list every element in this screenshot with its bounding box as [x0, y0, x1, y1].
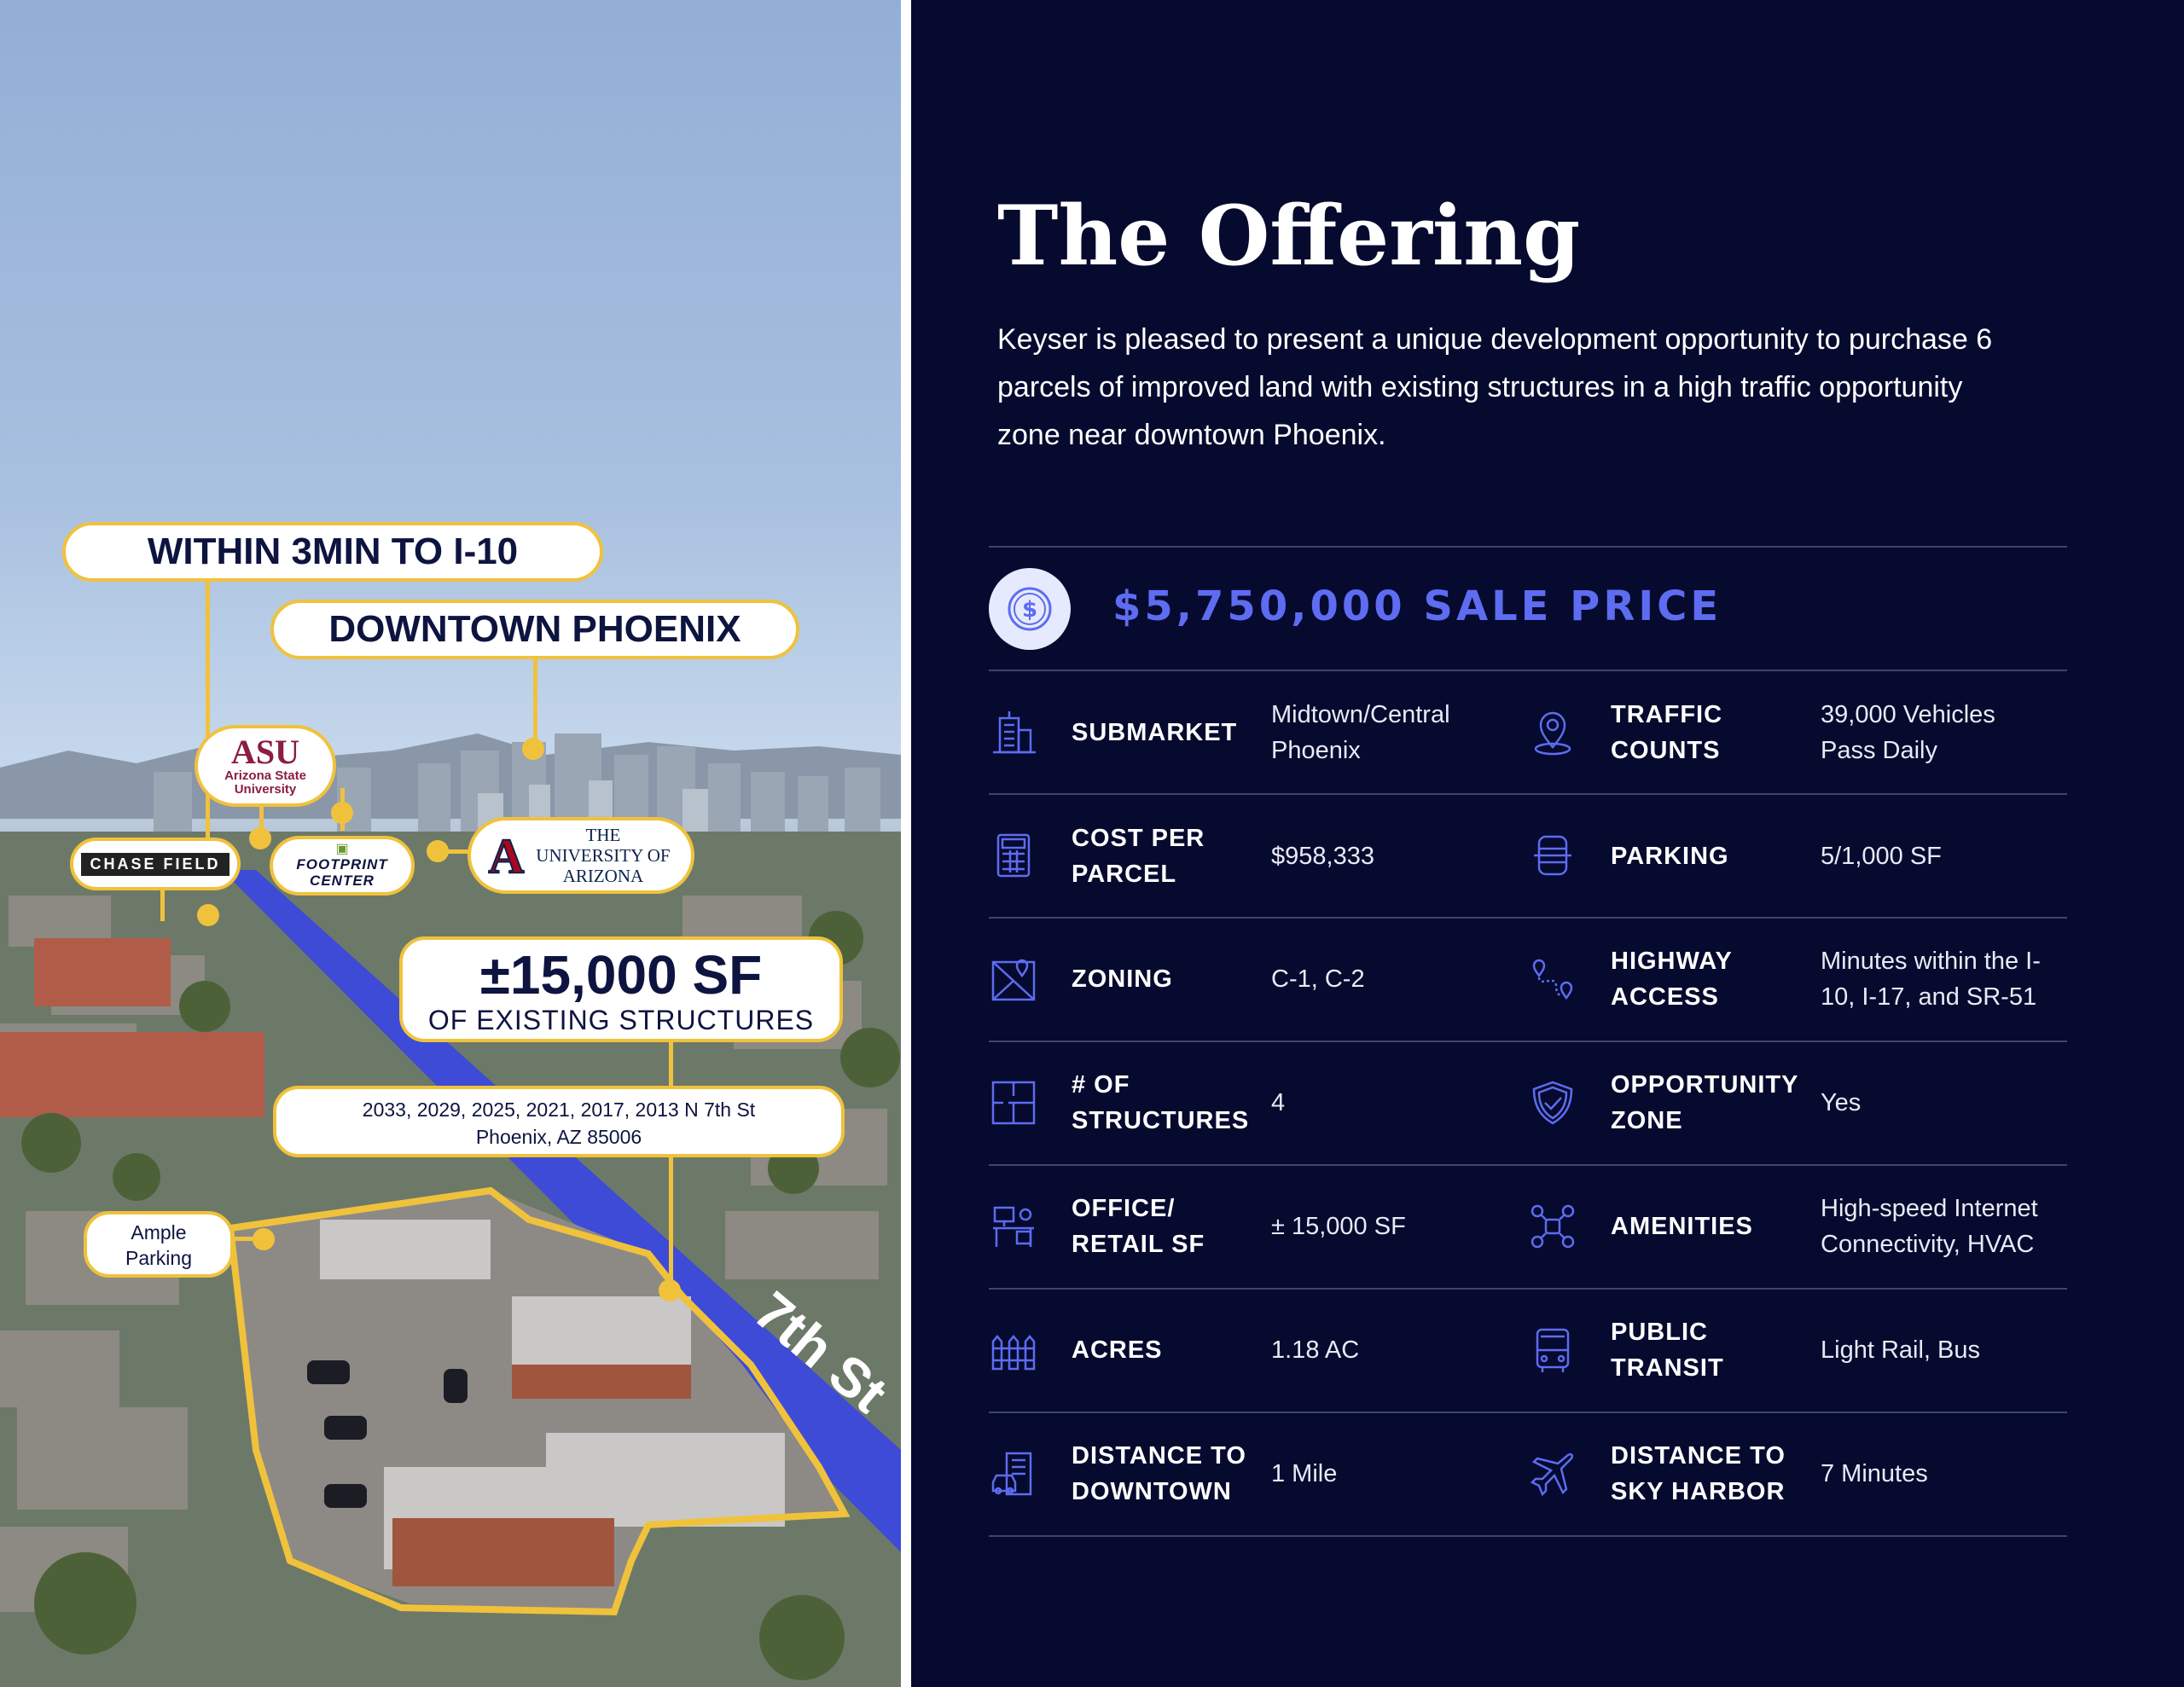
label-public-transit: PUBLIC TRANSIT — [1611, 1319, 1724, 1382]
sf-headline: ±15,000 SF — [479, 944, 763, 1006]
divider-rule — [989, 793, 2067, 795]
bus-icon — [1536, 1328, 1570, 1372]
value-office-retail-sf: ± 15,000 SF — [1271, 1213, 1406, 1240]
parking-icon — [1534, 835, 1571, 876]
aerial-photo-panel: 7th St WITHIN 3MIN TO I-10 DOWNTOWN PHOE… — [0, 0, 901, 1687]
address-line-1: 2033, 2029, 2025, 2021, 2017, 2013 N 7th… — [362, 1099, 756, 1121]
panel-divider — [901, 0, 911, 1687]
calculator-icon — [996, 833, 1031, 878]
callout-downtown-text: DOWNTOWN PHOENIX — [328, 608, 741, 650]
label-acres: ACRES — [1072, 1336, 1163, 1364]
parking-line-1: Ample — [131, 1221, 187, 1244]
ua-logo-text: THE UNIVERSITY OF ARIZONA — [536, 825, 671, 886]
divider-rule — [989, 1164, 2067, 1166]
callout-square-footage: ±15,000 SF OF EXISTING STRUCTURES — [399, 936, 843, 1042]
divider-rule — [989, 917, 2067, 919]
label-cost-per-parcel: COST PER PARCEL — [1072, 825, 1205, 888]
label-amenities: AMENITIES — [1611, 1213, 1753, 1240]
value-submarket: Midtown/Central Phoenix — [1271, 701, 1450, 764]
label-distance-sky-harbor: DISTANCE TO SKY HARBOR — [1611, 1442, 1786, 1505]
offering-title: The Offering — [997, 188, 1581, 284]
callout-i10-text: WITHIN 3MIN TO I-10 — [147, 530, 519, 572]
footprint-center-text: FOOTPRINT CENTER — [296, 856, 388, 889]
offering-intro: Keyser is pleased to present a unique de… — [997, 323, 1993, 451]
airplane-icon — [1530, 1452, 1574, 1497]
price-badge: $ — [989, 568, 1071, 650]
university-of-arizona-logo: A THE UNIVERSITY OF ARIZONA — [468, 817, 694, 894]
label-traffic-counts: TRAFFIC COUNTS — [1611, 701, 1723, 764]
value-distance-downtown: 1 Mile — [1271, 1460, 1338, 1487]
value-parking: 5/1,000 SF — [1821, 843, 1942, 870]
ua-a-icon: A — [488, 827, 526, 884]
value-opportunity-zone: Yes — [1821, 1089, 1862, 1116]
value-amenities: High-speed Internet Connectivity, HVAC — [1821, 1195, 2038, 1258]
value-traffic-counts: 39,000 Vehicles Pass Daily — [1821, 701, 1995, 764]
divider-rule — [989, 670, 2067, 671]
divider-rule — [989, 1288, 2067, 1290]
label-office-retail-sf: OFFICE/ RETAIL SF — [1072, 1195, 1205, 1258]
value-cost-per-parcel: $958,333 — [1271, 843, 1374, 870]
location-pin-icon — [1534, 711, 1571, 756]
label-num-structures: # OF STRUCTURES — [1072, 1071, 1250, 1134]
label-parking: PARKING — [1611, 843, 1729, 870]
divider-rule — [989, 1412, 2067, 1413]
map-icon — [991, 959, 1036, 1001]
shield-check-icon — [1532, 1081, 1573, 1125]
asu-logo: ASU Arizona State University — [195, 725, 336, 807]
network-icon — [1531, 1204, 1575, 1249]
value-highway-access: Minutes within the I-10, I-17, and SR-51 — [1821, 948, 2041, 1011]
building-icon — [993, 711, 1036, 754]
sale-price: $5,750,000 SALE PRICE — [1112, 583, 1722, 630]
parking-line-2: Parking — [125, 1247, 192, 1269]
svg-text:$: $ — [1022, 597, 1037, 623]
chase-field-logo: CHASE FIELD — [70, 838, 241, 890]
value-num-structures: 4 — [1271, 1089, 1286, 1116]
chase-field-text: CHASE FIELD — [81, 852, 229, 876]
callout-within-3min-i10: WITHIN 3MIN TO I-10 — [62, 522, 603, 582]
office-desk-icon — [993, 1206, 1034, 1247]
value-distance-sky-harbor: 7 Minutes — [1821, 1460, 1928, 1487]
city-car-icon — [991, 1452, 1032, 1496]
divider-rule — [989, 1041, 2067, 1042]
label-zoning: ZONING — [1072, 965, 1173, 993]
footprint-center-logo: ▣ FOOTPRINT CENTER — [270, 836, 415, 896]
label-highway-access: HIGHWAY ACCESS — [1611, 948, 1733, 1011]
callout-downtown-phoenix: DOWNTOWN PHOENIX — [270, 600, 799, 659]
label-submarket: SUBMARKET — [1072, 719, 1238, 746]
divider-rule — [989, 546, 2067, 548]
value-zoning: C-1, C-2 — [1271, 965, 1365, 993]
callout-address: 2033, 2029, 2025, 2021, 2017, 2013 N 7th… — [273, 1086, 845, 1157]
value-public-transit: Light Rail, Bus — [1821, 1336, 1980, 1364]
label-opportunity-zone: OPPORTUNITY ZONE — [1611, 1071, 1798, 1134]
address-line-2: Phoenix, AZ 85006 — [475, 1126, 642, 1148]
footprint-icon: ▣ — [335, 842, 349, 856]
label-distance-downtown: DISTANCE TO DOWNTOWN — [1072, 1442, 1246, 1505]
callout-ample-parking: Ample Parking — [84, 1211, 234, 1278]
sf-subtext: OF EXISTING STRUCTURES — [427, 1005, 815, 1035]
offering-panel: The Offering Keyser is pleased to presen… — [911, 0, 2184, 1687]
floorplan-icon — [991, 1081, 1036, 1125]
aerial-scene: 7th St — [0, 733, 901, 1687]
asu-logo-sub: Arizona State University — [224, 768, 306, 797]
dollar-coin-icon: $ — [1008, 587, 1052, 631]
route-icon — [1532, 959, 1573, 1000]
fence-icon — [991, 1335, 1036, 1371]
value-acres: 1.18 AC — [1271, 1336, 1360, 1364]
divider-rule — [989, 1535, 2067, 1537]
asu-logo-main: ASU — [230, 733, 300, 771]
